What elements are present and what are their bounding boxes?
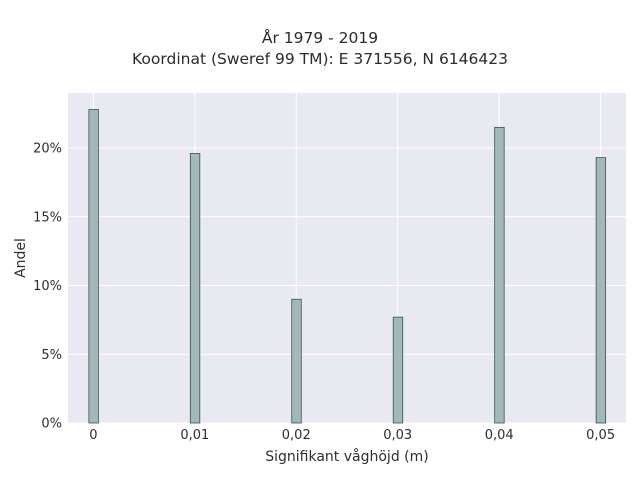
- y-axis-label: Andel: [13, 238, 29, 278]
- bar: [494, 126, 505, 424]
- chart-title: År 1979 - 2019: [261, 29, 379, 47]
- x-axis-label: Signifikant våghöjd (m): [265, 448, 428, 465]
- plot-area: [68, 93, 626, 423]
- bar: [392, 316, 404, 424]
- bar: [291, 298, 302, 424]
- x-tick-label: 0,03: [383, 428, 412, 443]
- y-tick-label: 20%: [33, 142, 62, 157]
- y-tick-label: 5%: [41, 348, 62, 363]
- chart-subtitle: Koordinat (Sweref 99 TM): E 371556, N 61…: [132, 50, 508, 68]
- bar: [189, 153, 201, 424]
- tick-labels: 0% 5% 10% 15% 20% 0 0,01 0,02 0,03 0,04 0,05: [33, 142, 615, 444]
- x-tick-label: 0,02: [282, 428, 311, 443]
- x-tick-label: 0,05: [586, 428, 615, 443]
- bar: [88, 109, 99, 424]
- x-tick-label: 0,01: [180, 428, 209, 443]
- x-tick-label: 0: [89, 428, 97, 443]
- y-tick-label: 0%: [41, 417, 62, 432]
- x-tick-label: 0,04: [485, 428, 514, 443]
- y-tick-label: 15%: [33, 210, 62, 225]
- bars: [88, 109, 607, 424]
- y-tick-label: 10%: [33, 279, 62, 294]
- bar: [595, 157, 607, 424]
